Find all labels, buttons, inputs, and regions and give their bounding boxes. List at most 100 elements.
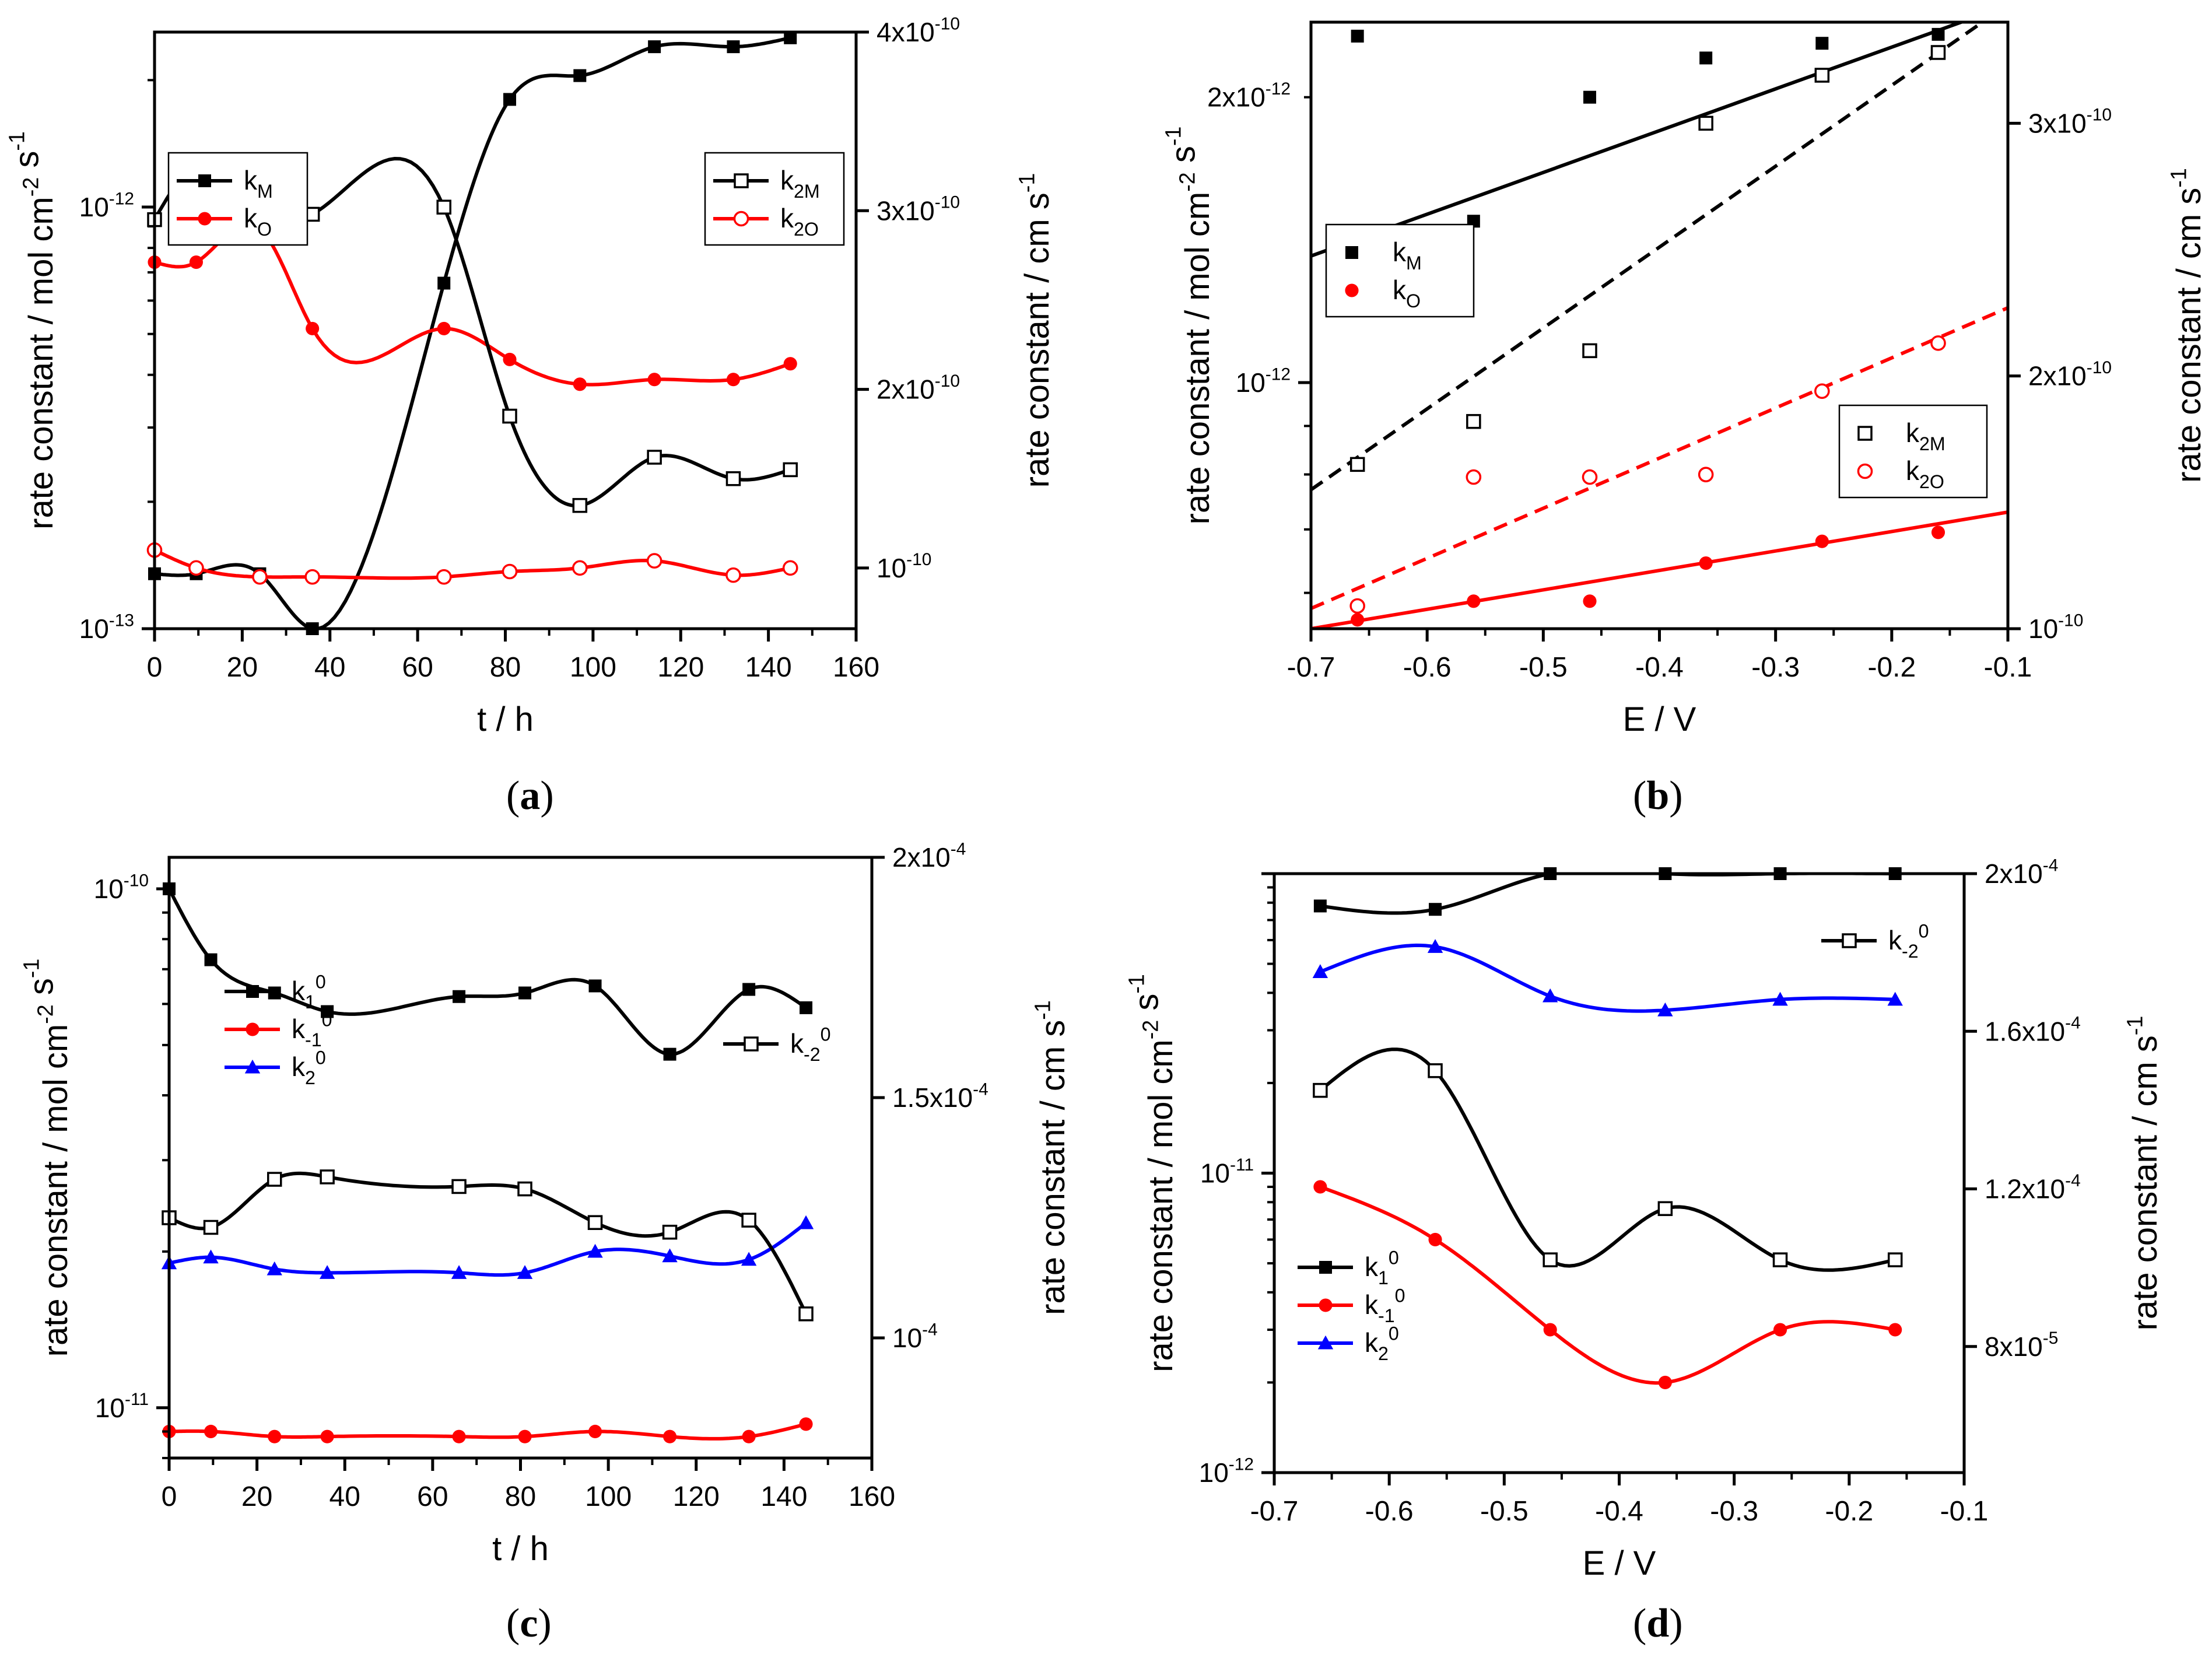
- curve-kM: [155, 36, 791, 629]
- chart-a: 0 20 40 60 80 100 120 140 160 10-13 10-12 10-10 2x10…: [4, 14, 1056, 738]
- x-tick-label: -0.4: [1595, 1496, 1643, 1527]
- x-tick-label: -0.2: [1825, 1496, 1873, 1527]
- point-k2O-3: [1698, 467, 1714, 482]
- point-kM-4: [1815, 37, 1829, 50]
- point-kO-1: [1467, 594, 1481, 608]
- point-k10-9: [800, 1001, 813, 1014]
- point-kM-7: [648, 40, 661, 54]
- point-k2M-0: [1349, 457, 1365, 472]
- point-k2M-1: [1466, 414, 1481, 429]
- chart-d: -0.7 -0.6 -0.5 -0.4 -0.3 -0.2 -0.1 10-12 10-11 8x…: [1124, 856, 2164, 1582]
- y-right-tick-label: 2x10-4: [892, 839, 966, 872]
- point-k-20-5: [1887, 1252, 1903, 1267]
- x-tick-label: 80: [490, 652, 521, 683]
- point-k2M-9: [783, 462, 798, 478]
- point-k-10-4: [452, 1429, 466, 1443]
- point-kM-8: [727, 40, 740, 54]
- y-right-axis-title: rate constant / cm s-1: [2167, 168, 2208, 483]
- x-tick-label: -0.6: [1365, 1496, 1414, 1527]
- point-k-10-8: [742, 1429, 756, 1443]
- point-k2O-8: [725, 567, 741, 583]
- x-tick-label: 20: [241, 1481, 272, 1512]
- x-tick-label: -0.5: [1480, 1496, 1529, 1527]
- x-tick-label: 140: [745, 652, 792, 683]
- legend-marker-kO: [1345, 283, 1359, 297]
- legend-right: k-20: [723, 1024, 831, 1065]
- legend-label-k2O: k2O: [780, 203, 819, 240]
- x-tick-label: -0.7: [1287, 652, 1335, 683]
- legend-label-k-20: k-20: [1888, 920, 1929, 962]
- point-k-10-6: [588, 1424, 602, 1439]
- x-tick-label: 100: [570, 652, 616, 683]
- plot-frame: [167, 856, 874, 1460]
- point-kM-3: [1699, 51, 1713, 65]
- point-k10-0: [1313, 899, 1327, 913]
- plot-frame: [153, 30, 858, 630]
- point-k20-5: [1887, 991, 1903, 1006]
- point-k-20-0: [1313, 1082, 1328, 1098]
- y-right-tick-label: 10-10: [877, 550, 931, 583]
- point-kM-9: [784, 31, 797, 44]
- curve-k2M: [1311, 22, 1986, 492]
- x-tick-label: 160: [833, 652, 879, 683]
- legend-label-k-10: k-10: [292, 1009, 332, 1050]
- point-k-20-3: [320, 1169, 335, 1185]
- point-k20-8: [741, 1252, 757, 1266]
- y-left-tick-label: 10-12: [1199, 1455, 1254, 1488]
- y-right-axis-title: rate constant / cm s-1: [1030, 1000, 1072, 1315]
- legend-marker-k-10: [1319, 1298, 1333, 1312]
- point-k2M-4: [1814, 68, 1830, 83]
- legend-marker-k20: [244, 1059, 261, 1074]
- point-kO-4: [437, 321, 451, 335]
- x-tick-label: -0.2: [1867, 652, 1916, 683]
- x-tick-label: 100: [585, 1481, 632, 1512]
- legend-marker-k2M: [1857, 426, 1873, 441]
- point-k-10-2: [268, 1429, 282, 1443]
- point-kO-8: [726, 373, 741, 387]
- curves: [169, 888, 808, 1441]
- legend-marker-k-20: [744, 1036, 759, 1052]
- curve-k20: [1319, 943, 1895, 1013]
- y-right-axis-title: rate constant / cm s-1: [1015, 173, 1056, 488]
- legend-label-kO: kO: [244, 203, 272, 240]
- legend-label-kM: kM: [1393, 237, 1422, 274]
- legend-label-k10: k10: [1365, 1247, 1399, 1288]
- point-k20-3: [1657, 1002, 1673, 1017]
- point-k20-6: [587, 1243, 603, 1258]
- point-k20-2: [1543, 988, 1558, 1003]
- x-tick-label: -0.1: [1984, 652, 2032, 683]
- point-k-20-4: [451, 1179, 467, 1194]
- caption-a: (a): [506, 773, 554, 818]
- y-left-tick-label: 10-12: [79, 189, 134, 222]
- curve-k-20: [1319, 1047, 1896, 1272]
- curves: [1319, 874, 1896, 1385]
- legend-label-k2M: k2M: [780, 165, 820, 202]
- point-k20-5: [517, 1265, 533, 1279]
- point-kM-4: [437, 276, 451, 290]
- point-kO-1: [189, 255, 203, 269]
- y-right-tick-label: 3x10-10: [2028, 106, 2112, 139]
- point-kM-2: [1583, 90, 1596, 104]
- x-tick-label: 20: [227, 652, 258, 683]
- x-tick-label: 60: [417, 1481, 448, 1512]
- point-k2O-6: [572, 560, 588, 576]
- point-k-10-5: [1888, 1323, 1902, 1337]
- legend-label-kM: kM: [244, 165, 273, 202]
- x-tick-label: 0: [147, 652, 163, 683]
- point-k2O-9: [782, 560, 798, 576]
- curve-k20: [169, 1221, 807, 1277]
- point-k-20-5: [517, 1181, 532, 1197]
- y-right-tick-label: 1.6x10-4: [1985, 1014, 2081, 1047]
- markers: [1349, 27, 1946, 627]
- x-tick-label: 0: [162, 1481, 177, 1512]
- x-tick-label: 40: [329, 1481, 360, 1512]
- point-k2M-5: [1930, 45, 1946, 60]
- legend-marker-k2M: [734, 173, 749, 188]
- x-tick-label: -0.7: [1250, 1496, 1299, 1527]
- point-k20-4: [451, 1265, 467, 1279]
- markers: [146, 31, 798, 635]
- curve-k10: [169, 888, 807, 1056]
